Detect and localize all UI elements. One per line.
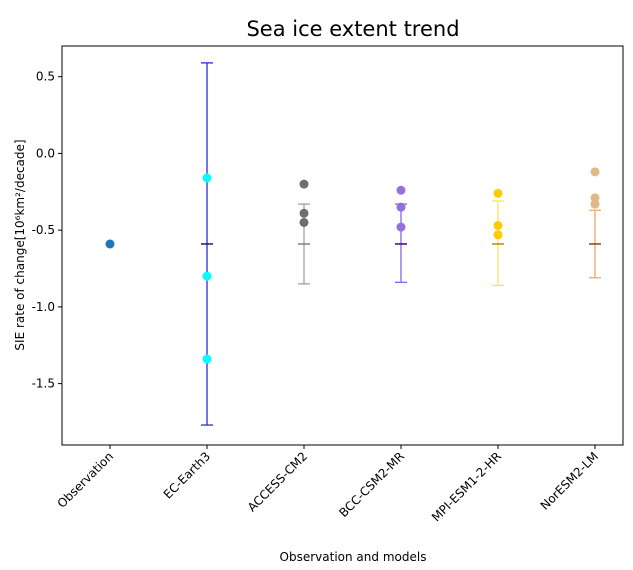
point: [396, 185, 406, 195]
x-tick-label: MPI-ESM1-2-HR: [429, 449, 504, 524]
x-tick-label: ACCESS-CM2: [245, 449, 310, 514]
point: [202, 271, 212, 281]
y-tick-label: -1.5: [32, 377, 55, 391]
point: [105, 239, 115, 249]
point: [493, 230, 503, 240]
point: [590, 167, 600, 177]
point: [202, 354, 212, 364]
x-tick-label: BCC-CSM2-MR: [336, 449, 407, 520]
point: [299, 179, 309, 189]
x-tick-label: EC-Earth3: [161, 449, 213, 501]
y-tick-label: -1.0: [32, 300, 55, 314]
x-axis-label: Observation and models: [280, 550, 427, 564]
plot-frame: [61, 45, 624, 446]
point: [493, 188, 503, 198]
y-tick-label: -0.5: [32, 223, 55, 237]
point: [396, 202, 406, 212]
x-tick-label: Observation: [55, 449, 117, 511]
chart-title: Sea ice extent trend: [246, 17, 459, 41]
y-axis-label: SIE rate of change[10⁶km²/decade]: [13, 139, 27, 350]
point: [299, 208, 309, 218]
point: [202, 173, 212, 183]
point: [396, 222, 406, 232]
point: [299, 217, 309, 227]
point: [493, 221, 503, 231]
x-tick-label: NorESM2-LM: [538, 449, 602, 513]
y-tick-label: 0.5: [36, 70, 55, 84]
y-tick-label: 0.0: [36, 146, 55, 160]
point: [590, 199, 600, 209]
